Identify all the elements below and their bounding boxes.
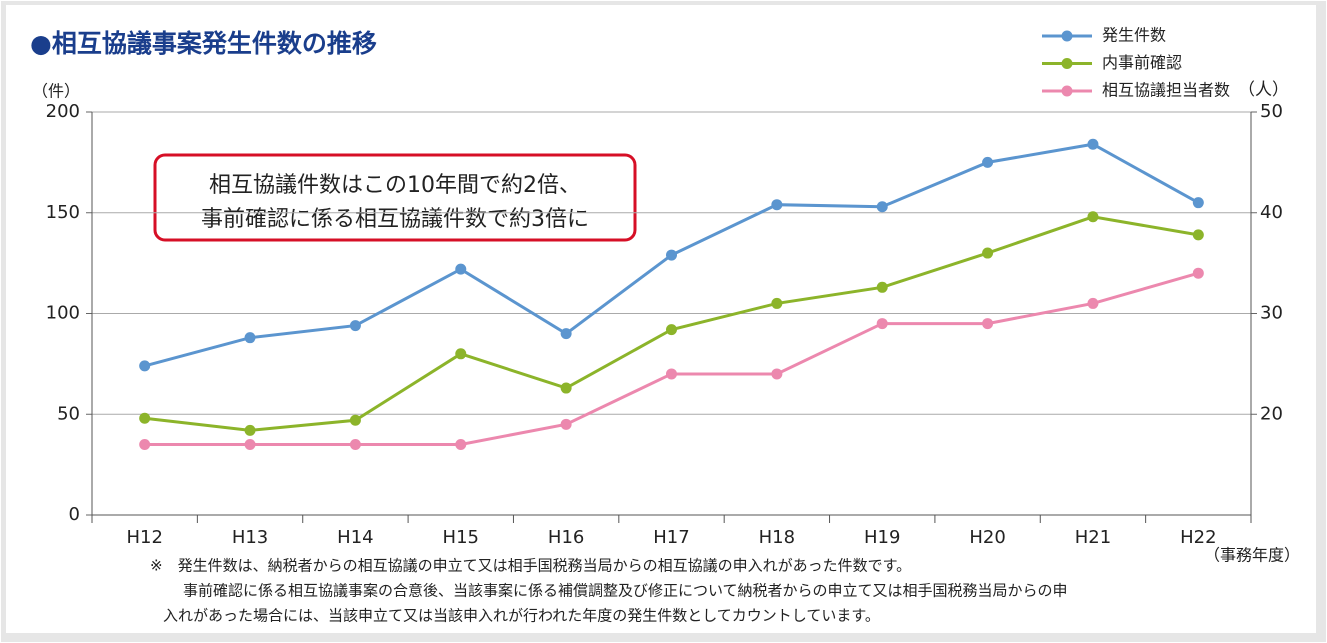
point (349, 438, 361, 450)
chart-title: ●相互協議事案発生件数の推移 (30, 29, 377, 58)
y2-tick-label: 40 (1260, 202, 1283, 223)
x-tick-label: H18 (759, 527, 795, 548)
point (666, 324, 677, 336)
panel (6, 5, 1316, 633)
point (244, 438, 256, 450)
annotation: 相互協議件数はこの10年間で約2倍、 (209, 173, 581, 198)
note: 入れがあった場合には、当該申立て又は当該申入れが行われた年度の発生件数としてカウ… (163, 607, 880, 625)
x-tick-label: H20 (969, 527, 1005, 548)
point (1192, 197, 1204, 209)
note: ※ 発生件数は、納税者からの相互協議の申立て又は相手国税務当局からの相互協議の申… (150, 557, 911, 575)
point (244, 332, 256, 344)
annotation-box (153, 153, 637, 242)
point (1087, 138, 1099, 150)
point (982, 318, 994, 330)
point (666, 249, 677, 261)
point (982, 247, 994, 259)
legend-label: 内事前確認 (1102, 53, 1182, 72)
x-tick-label: H16 (548, 527, 584, 548)
x-tick-label: H12 (126, 527, 162, 548)
point (560, 418, 572, 430)
point (876, 318, 888, 330)
point (455, 348, 467, 360)
point (139, 360, 151, 372)
point (666, 368, 677, 380)
point (560, 382, 572, 394)
y-tick-label: 50 (57, 403, 80, 424)
y2-tick-label: 20 (1260, 403, 1283, 424)
x-tick-label: H22 (1180, 527, 1216, 548)
x-tick-label: H15 (443, 527, 479, 548)
point (876, 201, 888, 213)
point (349, 414, 361, 426)
point (876, 281, 888, 293)
note: 事前確認に係る相互協議事案の合意後、当該事案に係る補償調整及び修正について納税者… (183, 582, 1068, 600)
y2-tick-label: 30 (1260, 303, 1283, 324)
point (560, 328, 572, 340)
x-tick-label: H14 (337, 527, 373, 548)
point (244, 424, 256, 436)
point (771, 297, 783, 309)
legend-marker (1061, 85, 1073, 97)
point (1192, 229, 1204, 241)
legend-label: 相互協議担当者数 (1102, 81, 1230, 100)
legend-marker (1061, 30, 1073, 42)
point (139, 412, 151, 424)
legend-marker (1061, 58, 1073, 69)
x-axis-label: （事務年度） (1204, 546, 1300, 565)
legend-label: 発生件数 (1102, 26, 1166, 45)
y-tick-label: 100 (46, 303, 80, 324)
x-tick-label: H19 (864, 527, 900, 548)
x-tick-label: H17 (653, 527, 689, 548)
annotation: 事前確認に係る相互協議件数で約3倍に (201, 207, 589, 232)
point (455, 263, 467, 275)
point (139, 438, 151, 450)
point (455, 438, 467, 450)
y2-axis-label: （人） (1238, 80, 1289, 100)
point (771, 368, 783, 380)
y-tick-label: 150 (46, 202, 80, 223)
point (1087, 297, 1099, 309)
y-tick-label: 200 (46, 101, 80, 122)
point (1192, 267, 1204, 279)
y-tick-label: 0 (69, 504, 80, 525)
y2-tick-label: 50 (1260, 101, 1283, 122)
point (349, 320, 361, 332)
y-axis-label: （件） (32, 82, 80, 101)
point (771, 199, 783, 211)
x-tick-label: H21 (1075, 527, 1111, 548)
point (1087, 211, 1099, 223)
point (982, 156, 994, 168)
x-tick-label: H13 (232, 527, 268, 548)
